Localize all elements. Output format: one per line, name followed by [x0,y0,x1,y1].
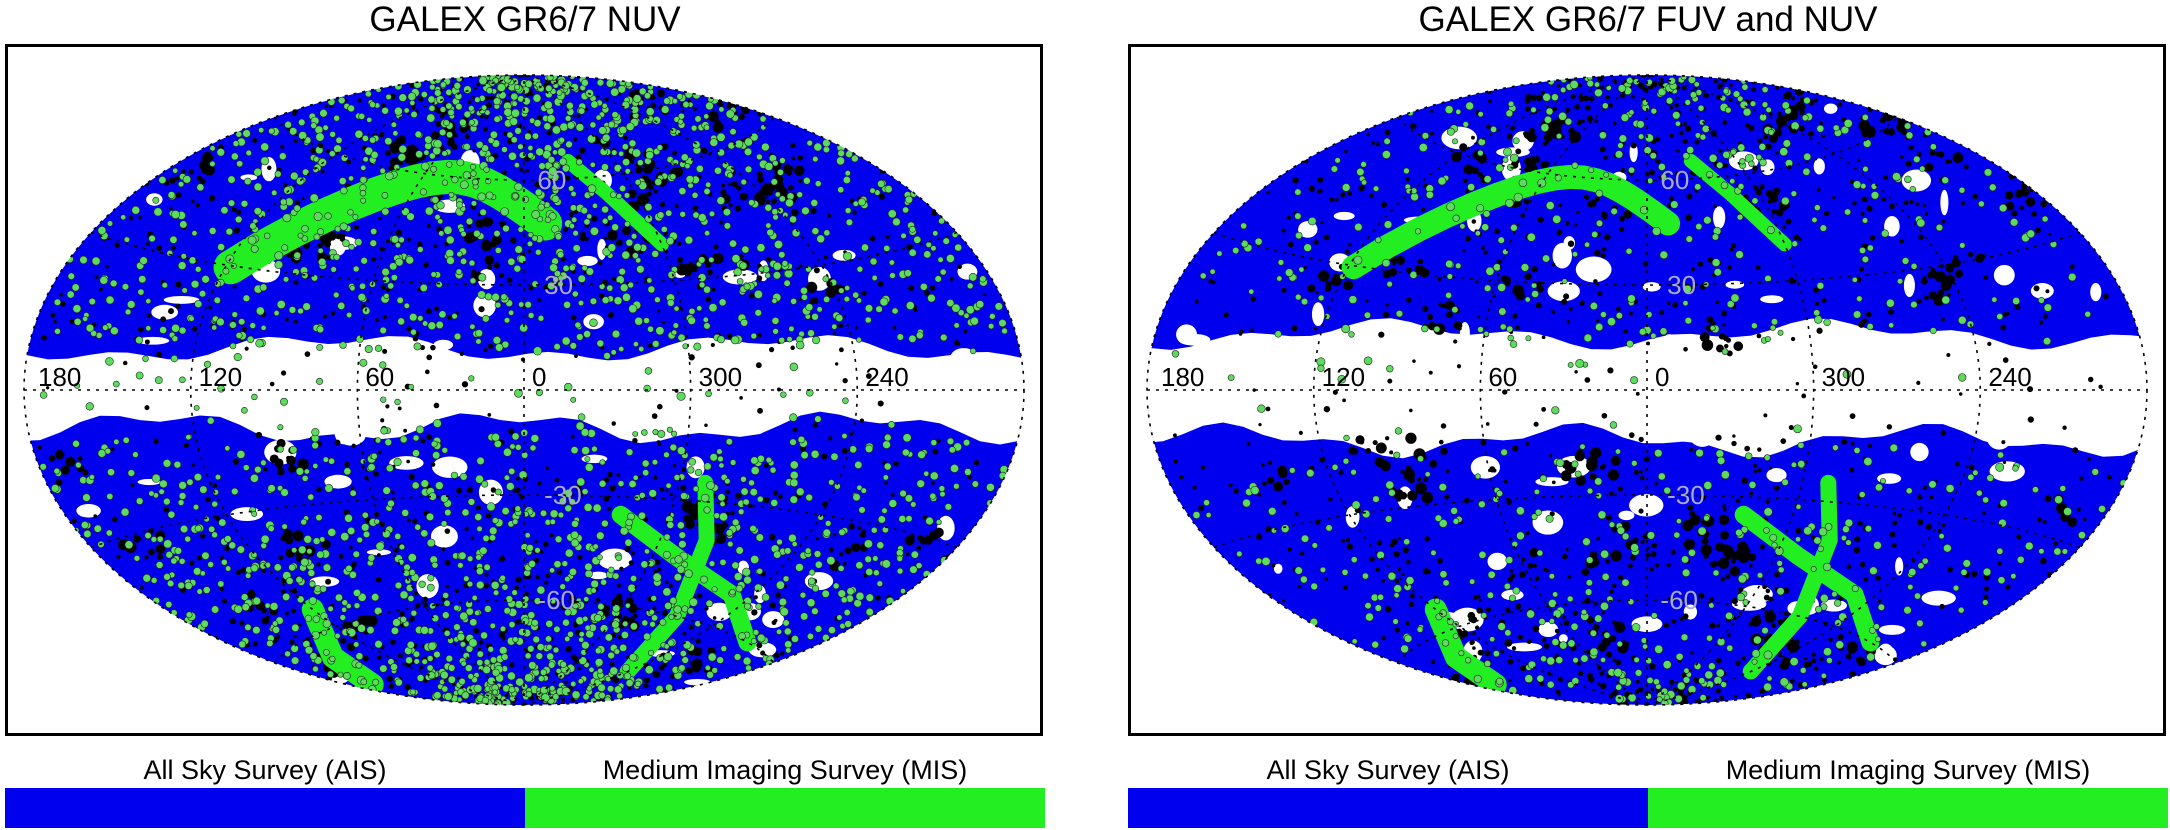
mis-stripe [1683,154,1792,252]
mis-stripe [560,154,669,252]
longitude-label: 0 [532,362,546,392]
legend-swatch-ais [1128,788,1648,828]
legend: All Sky Survey (AIS) Medium Imaging Surv… [1128,752,2168,788]
longitude-label: 240 [1988,362,2031,392]
panel-title: GALEX GR6/7 NUV [369,0,681,39]
panel-fuv-nuv: GALEX GR6/7 FUV and NUV 180 120 60 0 300 240 6… [1128,0,2168,830]
parallel-line [273,599,775,664]
panel-title: GALEX GR6/7 FUV and NUV [1418,0,1878,39]
latitude-label: 60 [1660,165,1689,195]
latitude-label: -60 [537,585,575,615]
coordinate-grid [1147,74,2147,706]
longitude-label: 0 [1655,362,1669,392]
parallel-line [1396,599,1898,664]
mis-stripe [1742,474,1838,680]
latitude-label: -60 [1660,585,1698,615]
latitude-label: 30 [544,270,573,300]
legend-color-bar [1128,788,2168,828]
legend-label-mis: Medium Imaging Survey (MIS) [1725,755,2091,785]
legend-label-ais: All Sky Survey (AIS) [143,755,387,785]
legend: All Sky Survey (AIS) Medium Imaging Surv… [5,752,1045,788]
map-boundary [1146,74,2148,706]
legend-label-mis: Medium Imaging Survey (MIS) [602,755,968,785]
longitude-label: 120 [199,362,242,392]
sky-map: 180 120 60 0 300 240 60 30 -30 -60 [1146,74,2148,706]
longitude-label: 300 [1822,362,1865,392]
latitude-label: -30 [1667,480,1705,510]
map-boundary [23,74,1025,706]
coordinate-grid [24,74,1024,706]
longitude-label: 300 [699,362,742,392]
panel-nuv: GALEX GR6/7 NUV 180 120 60 0 300 240 60 30 -30 -6… [5,0,1045,830]
legend-swatch-mis [525,788,1045,828]
longitude-label: 180 [38,362,81,392]
parallel-line [1396,116,1898,181]
longitude-label: 60 [365,362,394,392]
mis-stripe [1424,598,1507,696]
legend-color-bar [5,788,1045,828]
latitude-label: 30 [1667,270,1696,300]
longitude-label: 240 [865,362,908,392]
sky-map-frame: 180 120 60 0 300 240 60 30 -30 -60 [1128,44,2166,736]
legend-swatch-mis [1648,788,2168,828]
legend-swatch-ais [5,788,525,828]
longitude-label: 120 [1322,362,1365,392]
mis-stripe [611,505,757,652]
longitude-label: 180 [1161,362,1204,392]
sky-map-frame: 180 120 60 0 300 240 60 30 -30 -60 [5,44,1043,736]
latitude-label: 60 [537,165,566,195]
parallel-line [273,116,775,181]
meridian-line [1646,74,1982,706]
sky-map: 180 120 60 0 300 240 60 30 -30 -60 [23,74,1025,706]
meridian-line [523,74,859,706]
latitude-label: -30 [544,480,582,510]
longitude-label: 60 [1488,362,1517,392]
mis-stripe [213,159,563,285]
legend-label-ais: All Sky Survey (AIS) [1266,755,1510,785]
